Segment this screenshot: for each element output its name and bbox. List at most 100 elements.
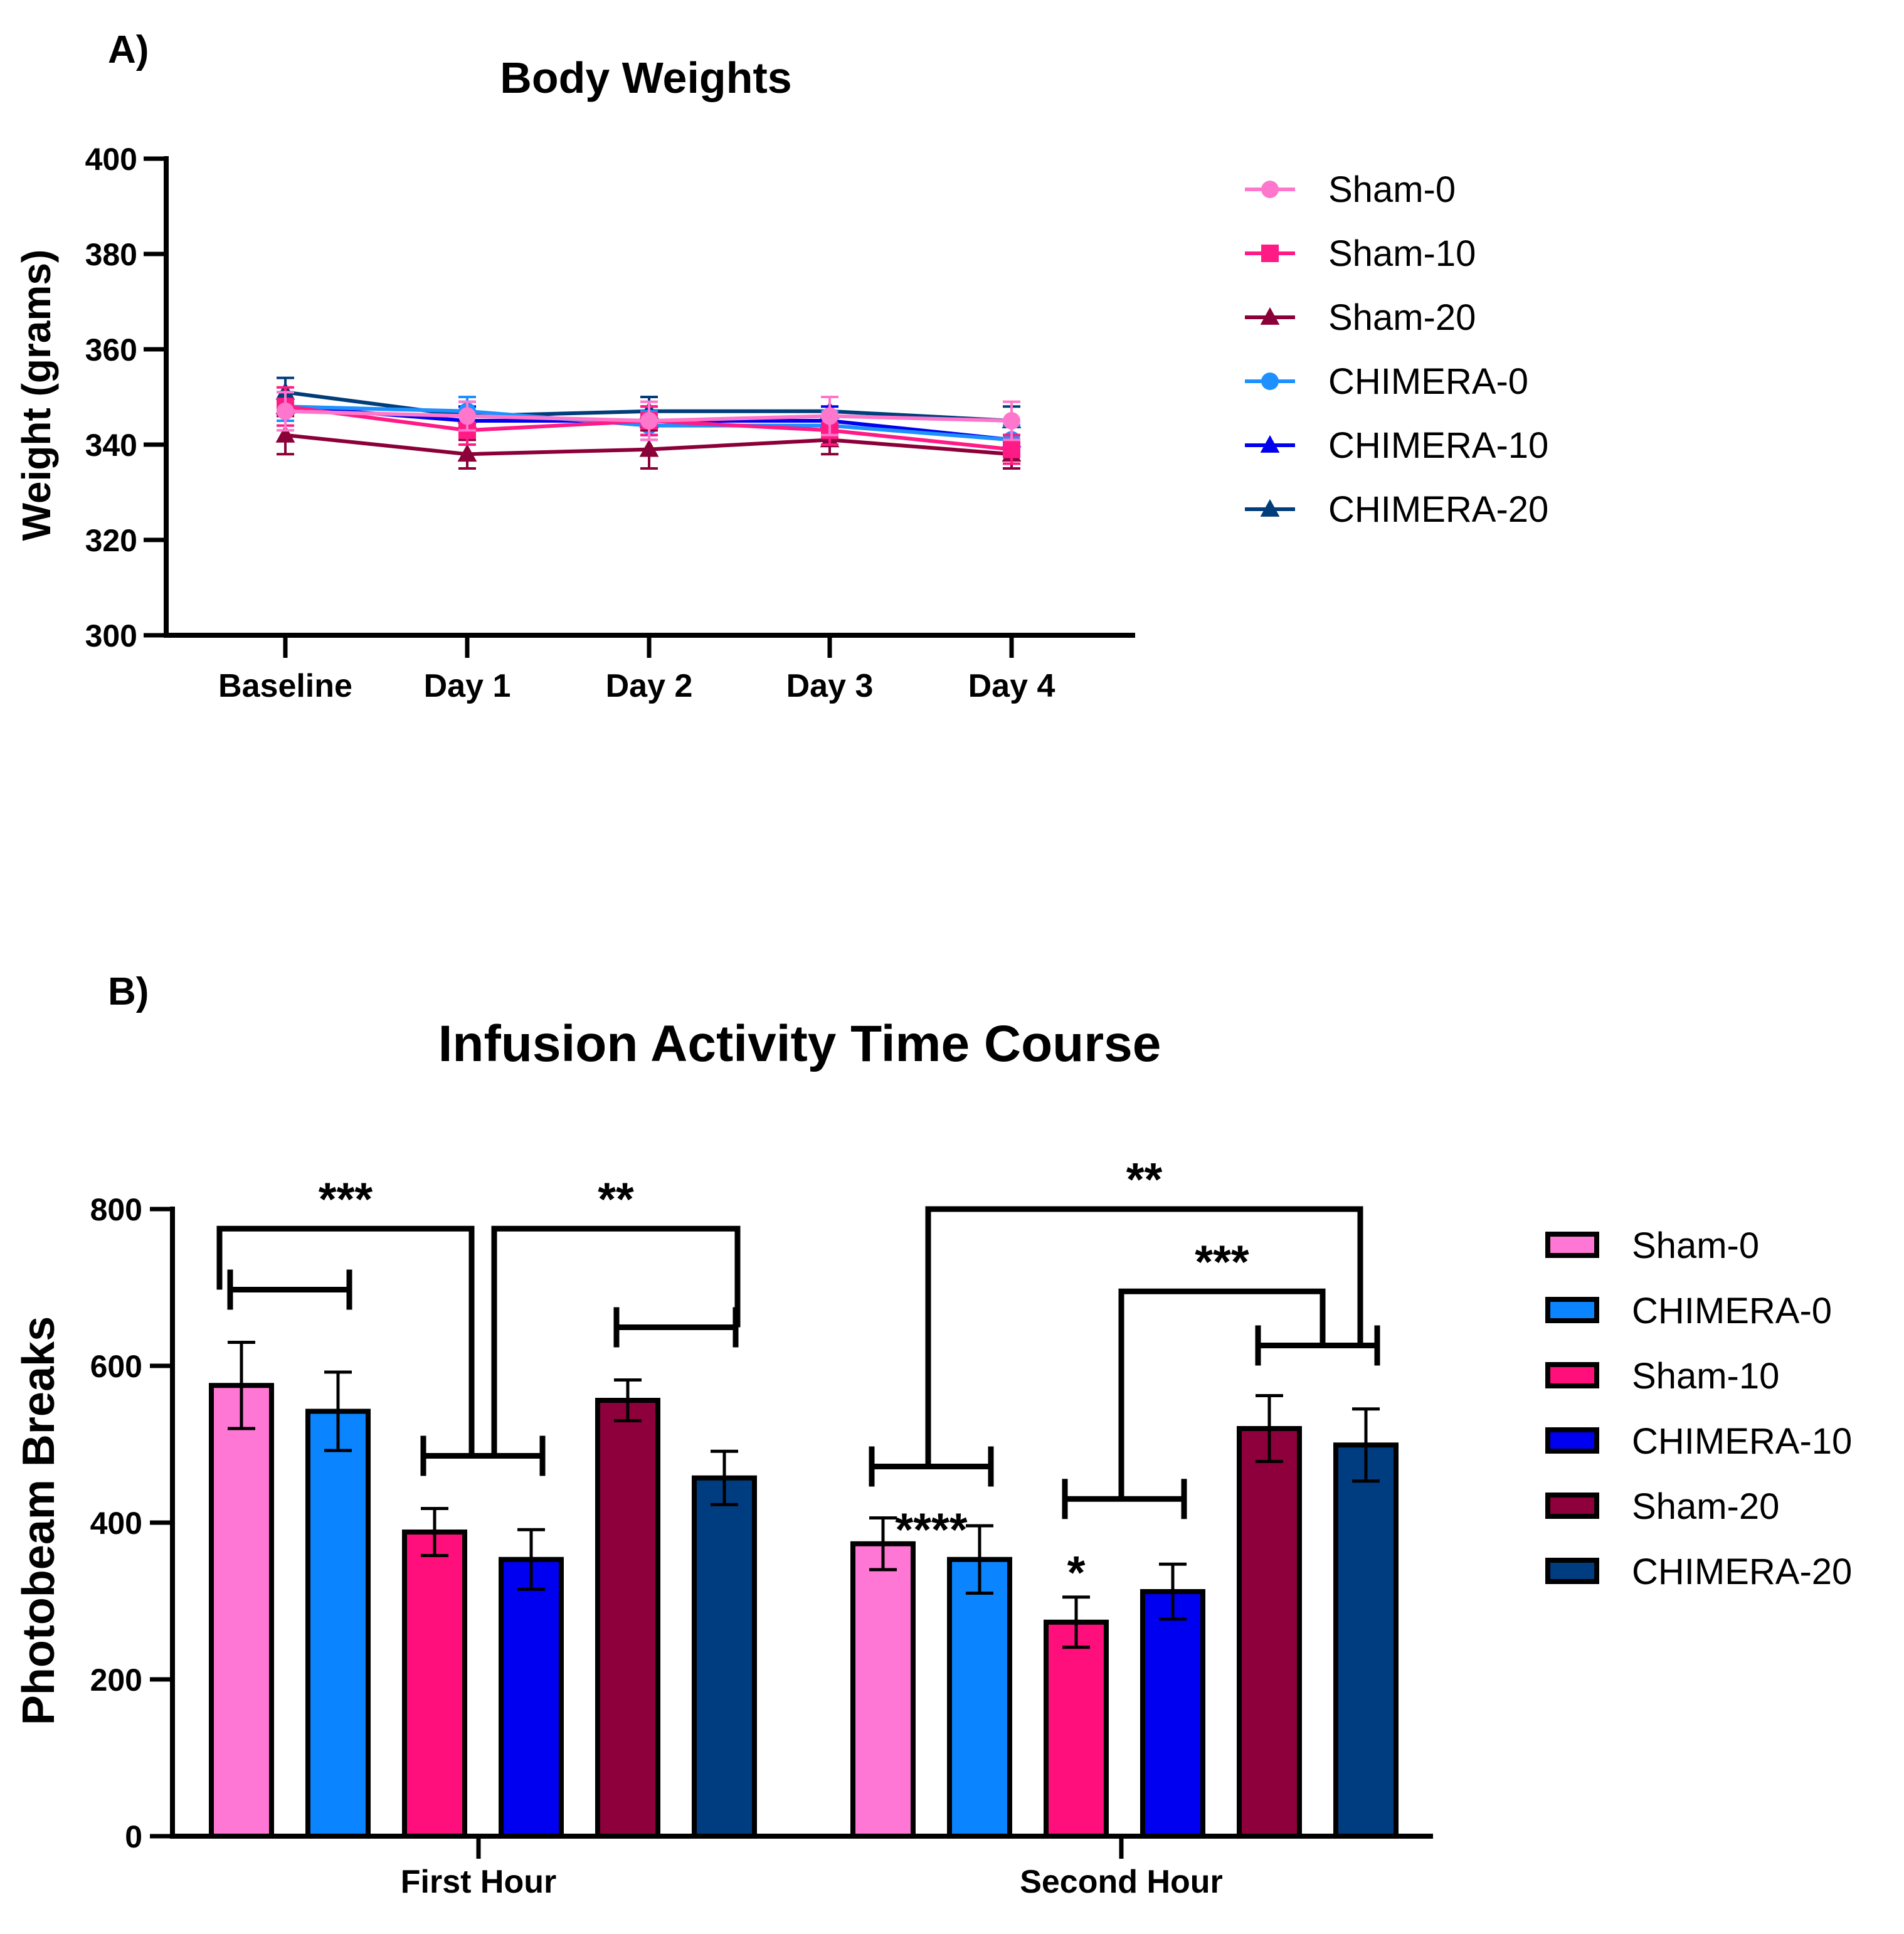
bar-sham-0-first-hour: [209, 1383, 274, 1839]
y-tick-label: 600: [90, 1349, 142, 1384]
legend-marker: [1260, 499, 1280, 517]
bracket-line: [1118, 1288, 1326, 1499]
legend-label: CHIMERA-20: [1328, 489, 1548, 530]
bar-chimera-10-first-hour: [499, 1556, 564, 1839]
significance-label: ***: [319, 1173, 373, 1225]
axes: 300 320 340 360 380 400 Baseline Day 1 Day 2 Day …: [85, 142, 1135, 704]
legend-label: CHIMERA-20: [1632, 1551, 1852, 1592]
plot-area: [209, 1341, 1399, 1839]
chart-title: Body Weights: [500, 53, 791, 102]
y-tick-label: 380: [85, 237, 137, 272]
legend-swatch: [1545, 1558, 1599, 1584]
axes: 0 200 400 600 800 First Hour Second Hour: [90, 1192, 1433, 1900]
legend-item-chimera-0: CHIMERA-0: [1245, 361, 1528, 402]
legend-marker: [1261, 245, 1279, 262]
series-sham-0: [277, 391, 1020, 441]
bracket-line: [491, 1225, 741, 1456]
comparison-bar: [1255, 1325, 1380, 1366]
legend-label: CHIMERA-0: [1328, 361, 1528, 402]
legend-item-chimera-10: CHIMERA-10: [1245, 425, 1548, 466]
data-point: [640, 412, 658, 430]
legend-label: Sham-20: [1632, 1486, 1779, 1527]
y-tick-label: 320: [85, 523, 137, 558]
y-tick-label: 400: [85, 142, 137, 177]
legend-item-chimera-0: CHIMERA-0: [1545, 1291, 1832, 1331]
data-point: [277, 402, 294, 420]
legend-swatch: [1545, 1427, 1599, 1454]
x-tick-label-day-3: Day 3: [786, 668, 874, 704]
legend-label: CHIMERA-10: [1328, 425, 1548, 466]
legend-item-sham-20: Sham-20: [1545, 1486, 1779, 1527]
bar-group-chimera-0: [947, 1524, 1012, 1839]
bar-group-sham-20: [595, 1378, 660, 1839]
legend-item-chimera-20: CHIMERA-20: [1545, 1551, 1852, 1592]
bar-chimera-20-second-hour: [1333, 1442, 1399, 1839]
bar-chimera-0-second-hour: [947, 1556, 1012, 1839]
x-tick-label-baseline: Baseline: [218, 668, 352, 704]
data-point: [1003, 412, 1020, 430]
comparison-bar: [420, 1435, 546, 1476]
y-tick-label: 400: [90, 1506, 142, 1541]
legend-swatch: [1545, 1493, 1599, 1519]
significance-annotations: *** ** **********: [216, 1153, 1380, 1598]
comparison-bar: [613, 1307, 739, 1348]
bar-sham-10-first-hour: [402, 1530, 467, 1839]
bar-group-chimera-20: [1333, 1407, 1399, 1839]
data-point: [639, 439, 659, 457]
legend-label: Sham-10: [1632, 1356, 1779, 1397]
y-tick-label: 300: [85, 618, 137, 653]
bracket-line: [925, 1206, 1363, 1467]
bar-group-sham-0: [209, 1341, 274, 1839]
y-axis-title: Weight (grams): [14, 250, 59, 541]
legend-marker: [1260, 435, 1280, 453]
bar-group-sham-0: [850, 1516, 916, 1839]
legend-swatch: [1545, 1297, 1599, 1323]
y-tick-label: 360: [85, 332, 137, 367]
data-point: [821, 407, 838, 425]
x-tick-label-second-hour: Second Hour: [1020, 1864, 1223, 1900]
bar-chimera-0-first-hour: [305, 1408, 371, 1839]
chart-title: Infusion Activity Time Course: [438, 1015, 1161, 1072]
legend-label: CHIMERA-10: [1632, 1421, 1852, 1462]
bar-group-sham-10: [1044, 1595, 1109, 1839]
y-axis-title: Photobeam Breaks: [14, 1316, 64, 1725]
x-tick-label-day-4: Day 4: [968, 668, 1055, 704]
bracket-line: [216, 1225, 475, 1456]
significance-label: **: [598, 1173, 634, 1225]
legend-marker: [1260, 307, 1280, 325]
significance-label: *: [1067, 1546, 1086, 1598]
significance-bracket: **: [491, 1173, 741, 1456]
significance-label: **: [1126, 1153, 1163, 1205]
plot-area: [275, 376, 1022, 470]
bar-group-sham-20: [1237, 1394, 1302, 1839]
comparison-bar: [869, 1446, 994, 1487]
y-tick-label: 200: [90, 1662, 142, 1698]
panel-label-b: B): [108, 970, 149, 1013]
significance-label: ***: [1195, 1235, 1249, 1287]
data-point: [275, 425, 295, 443]
legend-label: CHIMERA-0: [1632, 1291, 1832, 1331]
legend-item-chimera-20: CHIMERA-20: [1245, 489, 1548, 530]
significance-label: ****: [895, 1504, 967, 1556]
data-point: [458, 407, 476, 425]
bar-sham-10-second-hour: [1044, 1619, 1109, 1839]
x-tick-label-first-hour: First Hour: [401, 1864, 556, 1900]
legend-item-sham-10: Sham-10: [1545, 1356, 1779, 1397]
bar-sham-20-second-hour: [1237, 1426, 1302, 1839]
y-tick-label: 0: [125, 1819, 142, 1854]
bar-group-chimera-0: [305, 1370, 371, 1839]
bar-sham-0-second-hour: [850, 1541, 916, 1839]
legend-label: Sham-10: [1328, 233, 1476, 274]
comparison-bar: [1062, 1479, 1187, 1519]
bar-group-chimera-20: [692, 1449, 757, 1839]
legend-swatch: [1545, 1362, 1599, 1388]
legend-item-sham-0: Sham-0: [1545, 1225, 1759, 1266]
legend-label: Sham-20: [1328, 297, 1476, 338]
legend-item-sham-0: Sham-0: [1245, 169, 1456, 210]
body-weights-chart: A) Body Weights Weight (grams) 300 320 340…: [14, 28, 1548, 704]
bar-chimera-20-first-hour: [692, 1475, 757, 1839]
bar-group-sham-10: [402, 1507, 467, 1839]
legend-swatch: [1545, 1232, 1599, 1258]
legend-marker: [1261, 373, 1279, 390]
